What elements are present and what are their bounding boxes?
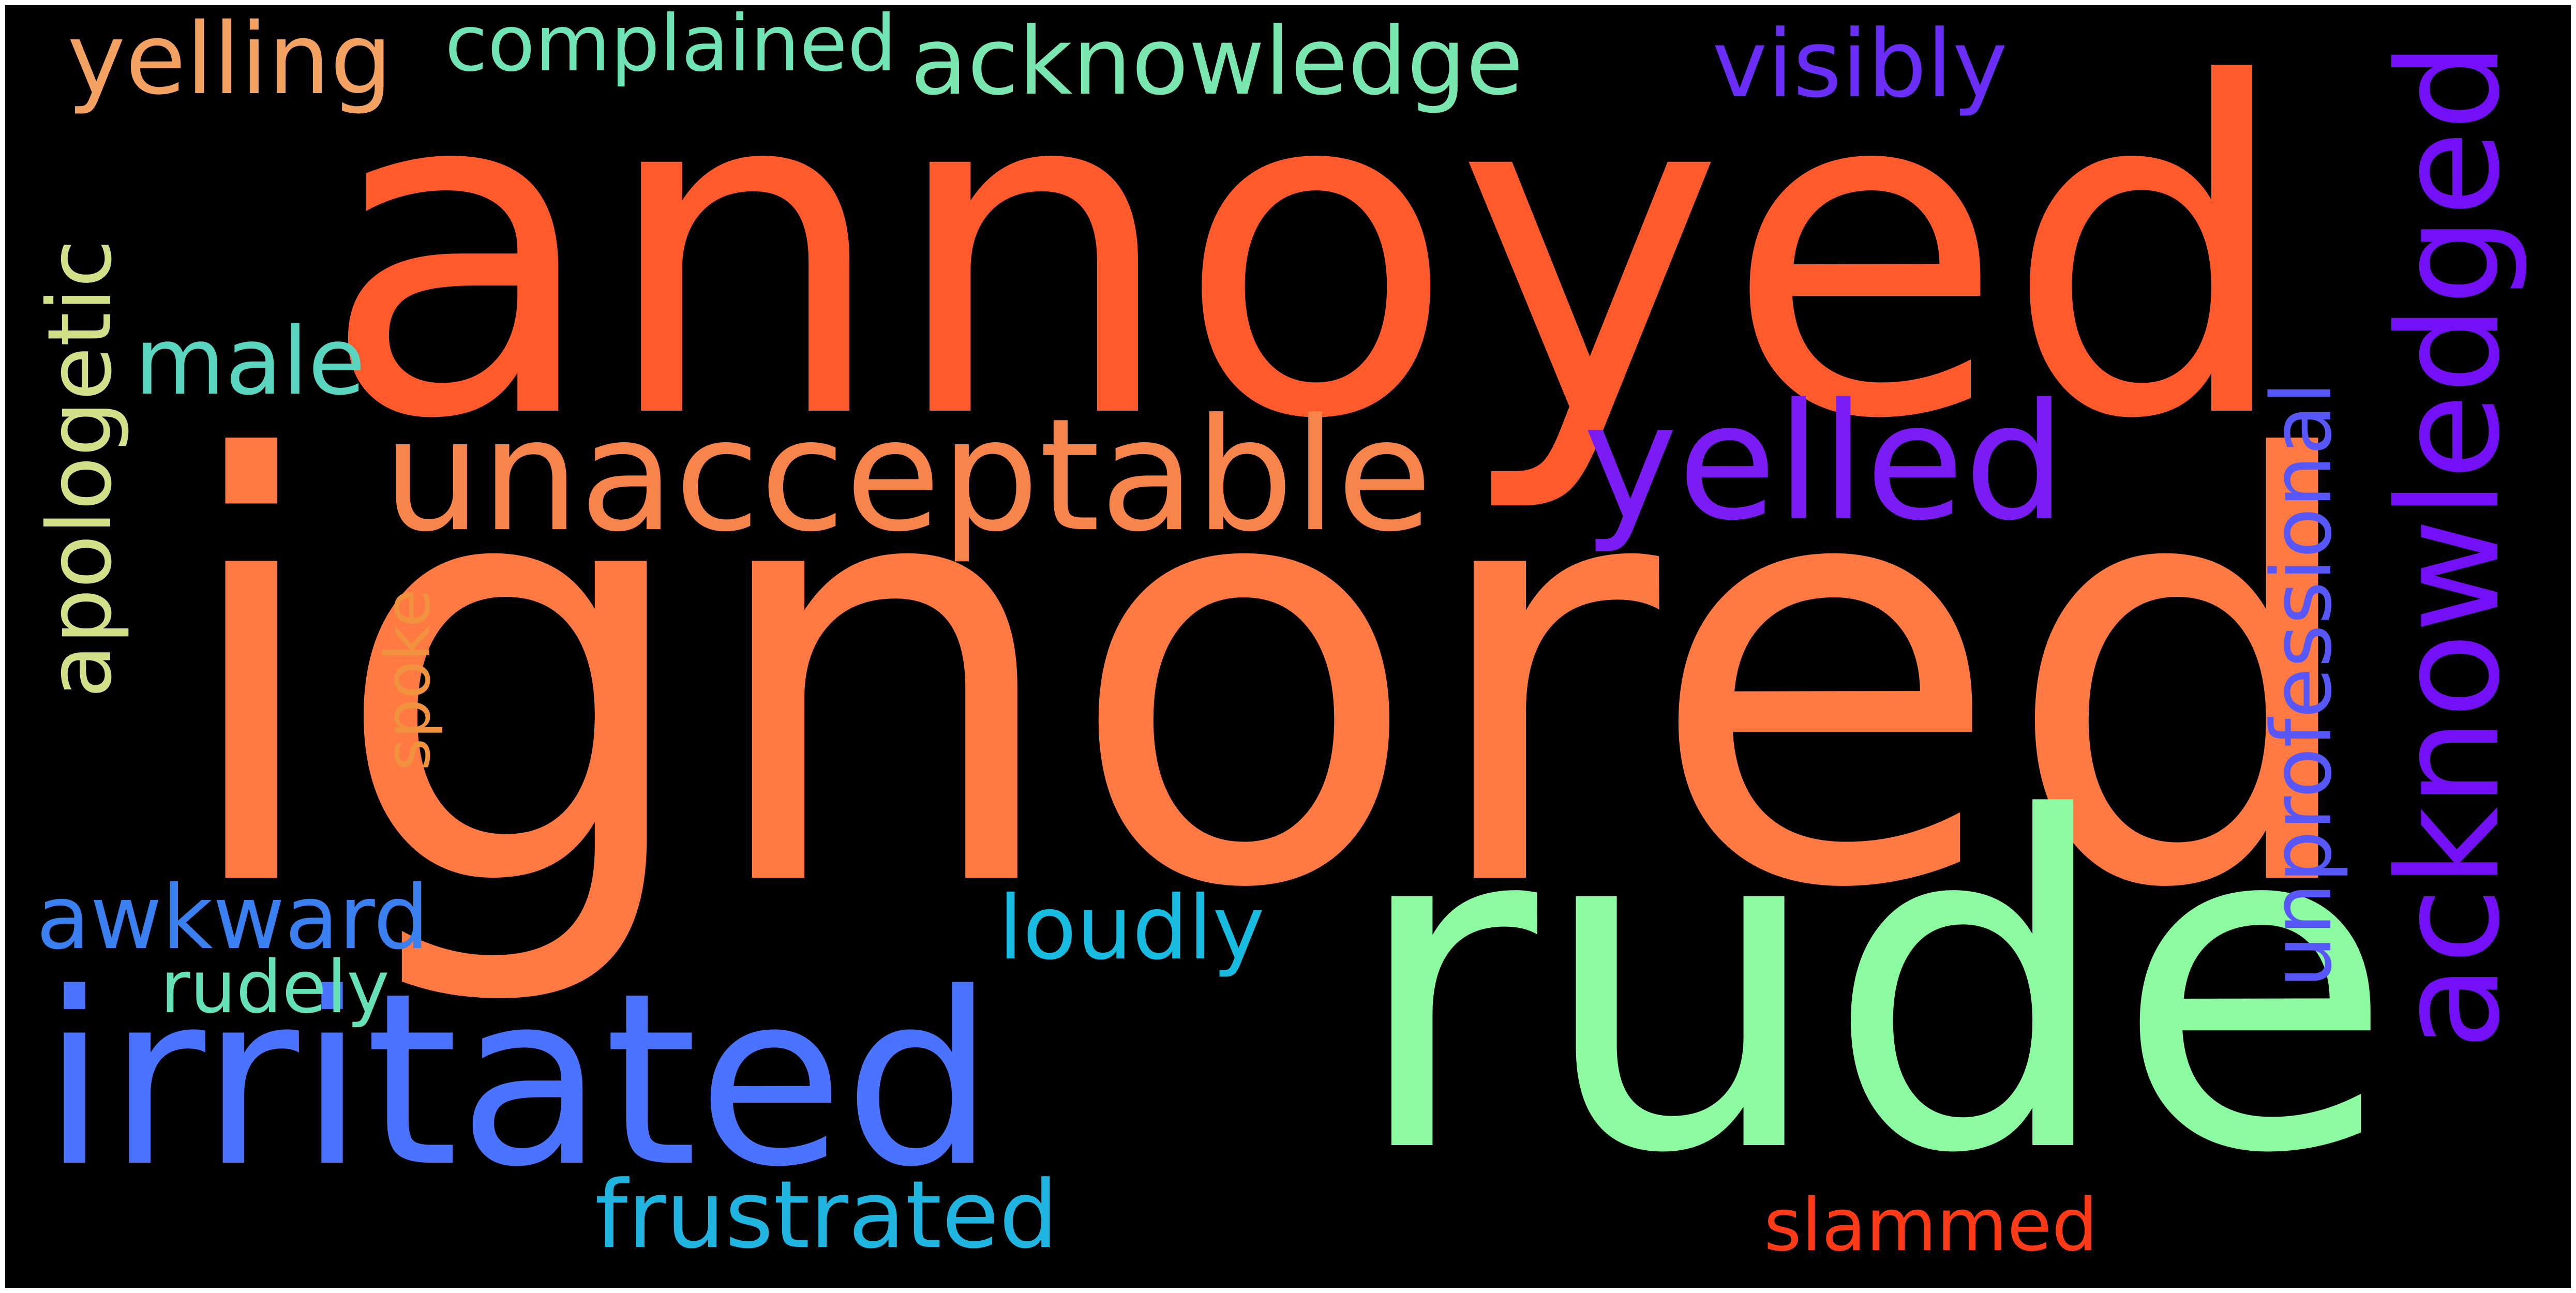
word-frustrated: frustrated	[595, 1161, 1058, 1269]
word-awkward: awkward	[36, 867, 429, 969]
word-loudly: loudly	[998, 877, 1265, 980]
word-yelled: yelled	[1583, 369, 2066, 556]
word-visibly: visibly	[1712, 10, 2008, 118]
word-unprofessional: unprofessional	[2253, 381, 2350, 988]
word-yelling: yelling	[67, 5, 393, 116]
word-slammed: slammed	[1764, 1183, 2098, 1268]
word-acknowledged: acknowledged	[2368, 42, 2530, 1050]
word-cloud: annoyed ignored rude irritated unaccepta…	[5, 5, 2571, 1288]
word-apologetic: apologetic	[29, 239, 131, 698]
word-spoke: spoke	[372, 589, 444, 771]
word-unacceptable: unacceptable	[383, 385, 1432, 566]
word-rudely: rudely	[160, 945, 390, 1030]
word-annoyed: annoyed	[321, 5, 2294, 518]
word-rude: rude	[1350, 723, 2395, 1253]
word-ignored: ignored	[171, 340, 2371, 1015]
word-male: male	[134, 308, 366, 416]
word-irritated: irritated	[41, 942, 995, 1219]
word-acknowledge: acknowledge	[910, 8, 1523, 116]
word-complained: complained	[445, 5, 897, 89]
